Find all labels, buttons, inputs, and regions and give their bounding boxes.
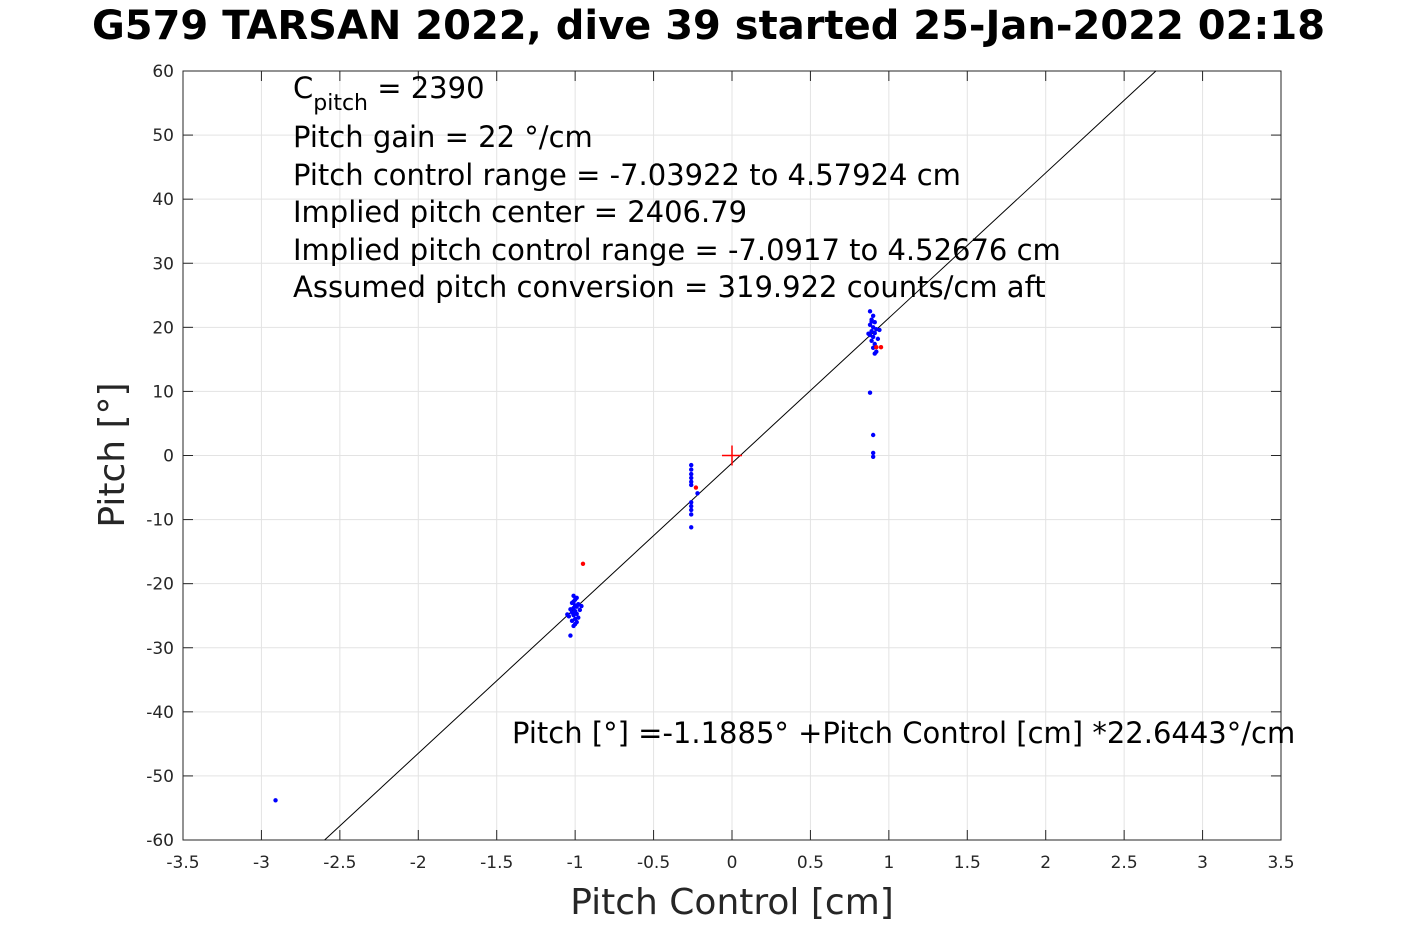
data-point bbox=[565, 612, 570, 617]
data-point bbox=[867, 390, 873, 395]
y-tick-label: -40 bbox=[146, 703, 174, 723]
data-point bbox=[689, 482, 694, 488]
data-point bbox=[869, 319, 874, 324]
data-point bbox=[580, 561, 586, 567]
y-tick-label: -10 bbox=[146, 511, 174, 531]
pitch-center-marker bbox=[722, 445, 742, 466]
x-tick-label: -2 bbox=[410, 853, 427, 873]
data-point bbox=[875, 336, 881, 342]
x-tick-label: 0 bbox=[727, 853, 738, 873]
data-point bbox=[870, 454, 876, 459]
data-point bbox=[568, 633, 573, 638]
annotation-c-pitch-main: C bbox=[293, 71, 313, 105]
y-tick-label: -50 bbox=[146, 767, 174, 787]
data-point bbox=[576, 615, 581, 620]
data-point bbox=[693, 485, 699, 490]
x-tick-label: -1.5 bbox=[480, 853, 513, 873]
data-points bbox=[273, 309, 884, 803]
data-point bbox=[689, 479, 694, 484]
x-axis-label: Pitch Control [cm] bbox=[570, 882, 894, 923]
y-tick-label: 50 bbox=[152, 126, 174, 146]
data-point bbox=[870, 450, 876, 456]
data-point bbox=[689, 462, 694, 468]
data-point bbox=[689, 507, 694, 513]
data-point bbox=[866, 331, 871, 336]
annotation-c-pitch-sub: pitch bbox=[313, 91, 368, 116]
x-tick-label: 1 bbox=[883, 853, 894, 873]
x-tick-label: 1.5 bbox=[954, 853, 981, 873]
data-point bbox=[878, 344, 884, 350]
data-point bbox=[273, 798, 278, 803]
x-tick-label: 3 bbox=[1197, 853, 1208, 873]
annotation-control-range: Pitch control range = -7.03922 to 4.5792… bbox=[293, 158, 961, 192]
x-tick-label: -1 bbox=[567, 853, 584, 873]
chart-title: G579 TARSAN 2022, dive 39 started 25-Jan… bbox=[91, 3, 1326, 49]
data-point bbox=[689, 525, 694, 530]
data-point bbox=[689, 500, 694, 505]
data-point bbox=[577, 607, 583, 613]
x-tick-label: -3 bbox=[253, 853, 270, 873]
data-point bbox=[571, 593, 576, 599]
y-tick-label: 40 bbox=[152, 190, 174, 210]
annotation-c-pitch-rest: = 2390 bbox=[368, 71, 485, 105]
tick-marks bbox=[182, 70, 1282, 841]
annotation-c-pitch: Cpitch = 2390 bbox=[293, 71, 485, 116]
data-point bbox=[689, 475, 694, 481]
data-point bbox=[689, 512, 694, 517]
data-point bbox=[695, 491, 700, 496]
x-tick-label: -2.5 bbox=[323, 853, 356, 873]
annotation-implied-range: Implied pitch control range = -7.0917 to… bbox=[293, 233, 1061, 267]
tick-labels: -3.5 -3 -2.5 -2 -1.5 -1 -0.5 0 0.5 1 1.5 2 2.5 3 3.5 -6… bbox=[146, 62, 1294, 873]
data-point bbox=[874, 344, 879, 350]
y-axis-label: Pitch [°] bbox=[92, 382, 133, 527]
y-tick-label: -60 bbox=[146, 831, 174, 851]
y-tick-label: 20 bbox=[152, 318, 174, 338]
x-tick-label: -3.5 bbox=[166, 853, 199, 873]
annotation-conversion: Assumed pitch conversion = 319.922 count… bbox=[293, 270, 1046, 304]
annotation-implied-center: Implied pitch center = 2406.79 bbox=[293, 195, 747, 229]
x-tick-label: 3.5 bbox=[1267, 853, 1294, 873]
y-tick-label: 0 bbox=[163, 447, 174, 467]
x-tick-label: 2 bbox=[1040, 853, 1051, 873]
data-point bbox=[870, 313, 876, 318]
x-tick-label: -0.5 bbox=[637, 853, 670, 873]
data-point bbox=[877, 327, 882, 333]
data-point bbox=[579, 603, 584, 609]
data-point bbox=[869, 338, 874, 343]
annotation-pitch-gain: Pitch gain = 22 °/cm bbox=[293, 120, 593, 154]
y-tick-label: 60 bbox=[152, 62, 174, 82]
y-tick-label: 10 bbox=[152, 382, 174, 402]
y-tick-label: -30 bbox=[146, 639, 174, 659]
data-point bbox=[872, 330, 877, 336]
data-point bbox=[870, 432, 876, 438]
annotation-fit-equation: Pitch [°] =-1.1885° +Pitch Control [cm] … bbox=[512, 716, 1295, 750]
x-tick-label: 2.5 bbox=[1111, 853, 1138, 873]
data-point bbox=[689, 467, 694, 472]
y-tick-label: 30 bbox=[152, 254, 174, 274]
data-point bbox=[689, 503, 694, 509]
x-tick-label: 0.5 bbox=[797, 853, 824, 873]
y-tick-label: -20 bbox=[146, 575, 174, 595]
data-point bbox=[872, 351, 877, 356]
data-point bbox=[870, 334, 876, 340]
data-point bbox=[689, 471, 694, 477]
data-point bbox=[867, 309, 873, 314]
